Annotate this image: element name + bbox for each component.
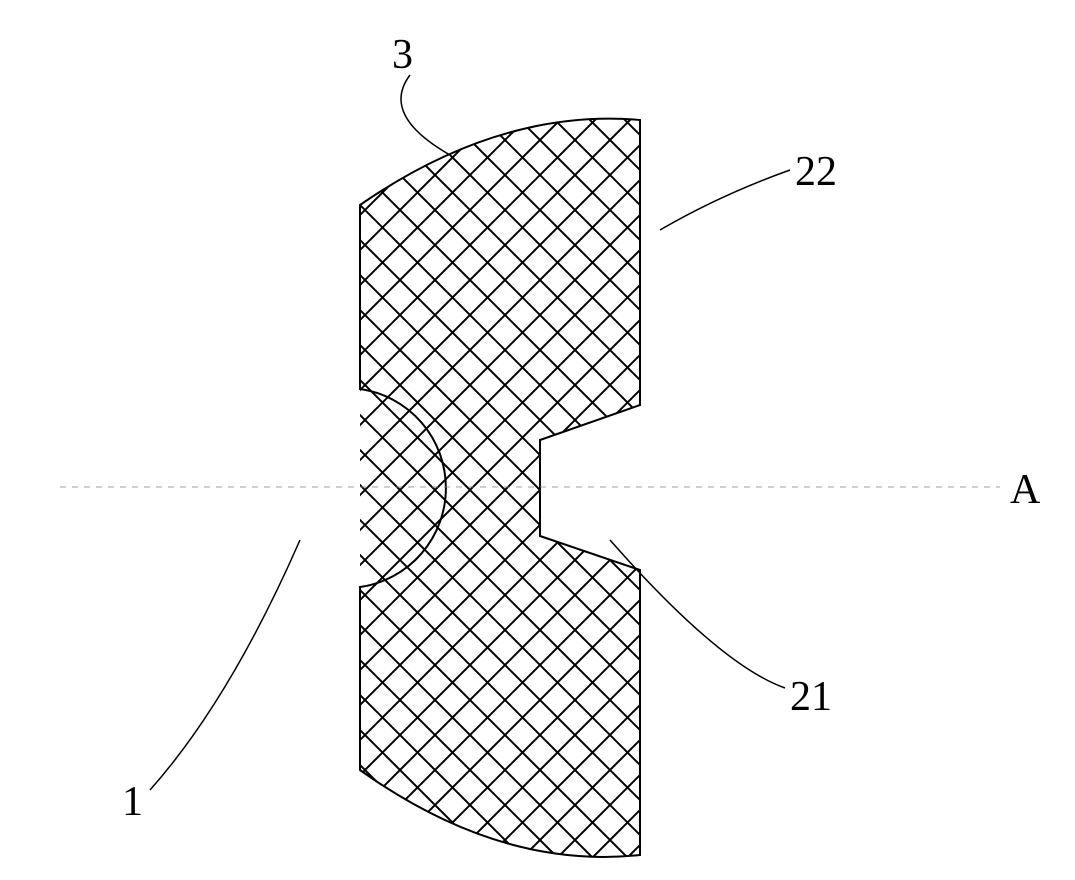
callout-label-22: 22: [795, 149, 837, 195]
leader-22: [660, 170, 790, 230]
leader-21: [610, 540, 785, 688]
leader-3: [401, 75, 450, 155]
crosshatch-fill: [200, 0, 760, 880]
callout-label-3: 3: [392, 32, 413, 78]
callout-label-1: 1: [122, 779, 143, 825]
axis-label-a: A: [1010, 467, 1041, 513]
callout-label-21: 21: [790, 674, 832, 720]
leader-1: [150, 540, 300, 790]
